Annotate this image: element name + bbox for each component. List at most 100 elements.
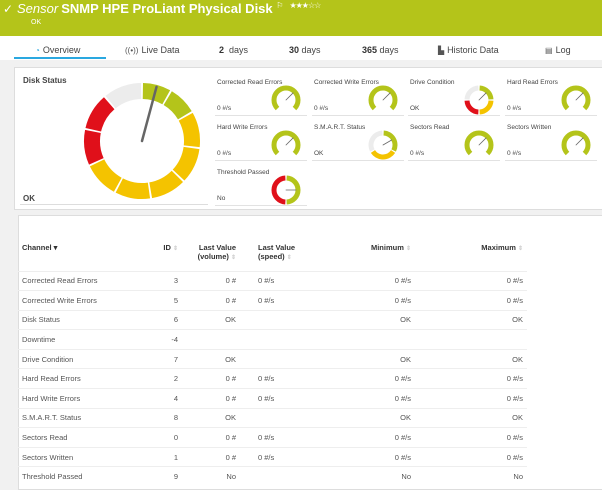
- flag-icon[interactable]: ⚐: [276, 1, 284, 10]
- cell-last-speed: 0 #/s: [240, 427, 300, 448]
- gauge-label: Corrected Write Errors: [314, 79, 379, 86]
- mini-gauge: [561, 85, 591, 111]
- cell-id: 9: [148, 466, 182, 487]
- tab-2-days[interactable]: 2 days: [219, 45, 249, 55]
- priority-stars[interactable]: ★★★☆☆: [289, 1, 321, 10]
- cell-channel: S.M.A.R.T. Status: [18, 407, 148, 428]
- tab-overview[interactable]: ◔ Overview: [35, 45, 81, 55]
- table-row[interactable]: Downtime -4: [18, 329, 527, 350]
- gauge-card[interactable]: Sectors Read 0 #/s: [408, 116, 500, 161]
- gauge-segment-yellow: [172, 146, 200, 181]
- gauge-needle: [285, 92, 294, 101]
- gauge-segment-green: [286, 175, 301, 205]
- col-maximum[interactable]: Maximum ⇕: [481, 243, 523, 252]
- cell-minimum: OK: [300, 348, 415, 369]
- table-row[interactable]: Drive Condition 7 OK OK OK: [18, 348, 527, 369]
- log-icon: ▤: [545, 46, 553, 55]
- cell-channel: Corrected Write Errors: [18, 290, 148, 311]
- col-minimum[interactable]: Minimum ⇕: [370, 243, 411, 252]
- cell-maximum: [415, 329, 527, 350]
- tab-historic-data[interactable]: ▙ Historic Data: [438, 45, 499, 55]
- gauge-card[interactable]: Corrected Write Errors 0 #/s: [312, 71, 404, 116]
- gauge-card[interactable]: Hard Write Errors 0 #/s: [215, 116, 307, 161]
- gauge-segment-yellow: [479, 100, 494, 115]
- cell-channel: Threshold Passed: [18, 466, 148, 487]
- tab-30-days[interactable]: 30 days: [289, 45, 321, 55]
- gauge-card[interactable]: Corrected Read Errors 0 #/s: [215, 71, 307, 116]
- cell-maximum: 0 #/s: [415, 446, 527, 467]
- col-id[interactable]: ID ⇕: [163, 243, 178, 252]
- tab-live-data[interactable]: ((•)) Live Data: [125, 45, 180, 55]
- gauge-segment-green: [271, 130, 301, 156]
- table-row[interactable]: Hard Read Errors 2 0 #0 #/s 0 #/s 0 #/s: [18, 368, 527, 389]
- gauge-card[interactable]: S.M.A.R.T. Status OK: [312, 116, 404, 161]
- gauge-value: 0 #/s: [410, 150, 425, 157]
- tab-log[interactable]: ▤ Log: [545, 45, 571, 55]
- table-header-row: Channel ▾ ID ⇕ Last Value (volume) ⇕ Las…: [18, 243, 527, 271]
- cell-maximum: 0 #/s: [415, 388, 527, 409]
- gauge-card[interactable]: Threshold Passed No: [215, 161, 307, 206]
- table-row[interactable]: Corrected Read Errors 3 0 #0 #/s 0 #/s 0 #/s: [18, 270, 527, 291]
- tab-365-days[interactable]: 365 days: [362, 45, 399, 55]
- cell-id: -4: [148, 329, 182, 350]
- cell-last-volume: 0 #: [182, 270, 240, 291]
- active-tab-indicator: [14, 57, 106, 59]
- cell-channel: Hard Write Errors: [18, 388, 148, 409]
- table-row[interactable]: S.M.A.R.T. Status 8 OK OK OK: [18, 407, 527, 428]
- cell-id: 2: [148, 368, 182, 389]
- cell-maximum: OK: [415, 407, 527, 428]
- gauge-segment-yellow: [89, 159, 122, 192]
- gauge-card[interactable]: Drive Condition OK: [408, 71, 500, 116]
- cell-last-speed: [240, 348, 300, 369]
- table-row[interactable]: Disk Status 6 OK OK OK: [18, 309, 527, 330]
- disk-status-gauge[interactable]: [82, 81, 202, 201]
- col-last-volume[interactable]: Last Value (volume) ⇕: [197, 243, 236, 261]
- gauges-panel: Disk Status OK Corrected Read Errors 0 #/…: [14, 67, 602, 210]
- cell-last-speed: [240, 329, 300, 350]
- table-row[interactable]: Threshold Passed 9 No No No: [18, 466, 527, 487]
- cell-last-speed: 0 #/s: [240, 388, 300, 409]
- gauge-needle: [140, 85, 158, 143]
- cell-last-volume: [182, 329, 240, 350]
- mini-gauge: [271, 85, 301, 111]
- gauge-segment-gray: [105, 83, 142, 109]
- channels-table: Channel ▾ ID ⇕ Last Value (volume) ⇕ Las…: [18, 243, 527, 487]
- table-row[interactable]: Sectors Read 0 0 #0 #/s 0 #/s 0 #/s: [18, 427, 527, 448]
- col-last-speed[interactable]: Last Value (speed) ⇕: [258, 243, 296, 261]
- sort-icon: ⇕: [517, 246, 523, 252]
- gauge-card[interactable]: Sectors Written 0 #/s: [505, 116, 597, 161]
- gauge-segment-green: [368, 85, 398, 111]
- gauge-label: Hard Write Errors: [217, 124, 268, 131]
- gauge-segment-green: [561, 85, 591, 111]
- gauge-card[interactable]: Hard Read Errors 0 #/s: [505, 71, 597, 116]
- gauge-needle: [382, 92, 391, 101]
- cell-minimum: 0 #/s: [300, 388, 415, 409]
- gauge-segment-green: [464, 130, 494, 156]
- cell-last-volume: 0 #: [182, 368, 240, 389]
- col-channel[interactable]: Channel ▾: [22, 243, 58, 252]
- sensor-header: ✓ Sensor SNMP HPE ProLiant Physical Disk …: [0, 0, 602, 36]
- cell-id: 7: [148, 348, 182, 369]
- table-row[interactable]: Hard Write Errors 4 0 #0 #/s 0 #/s 0 #/s: [18, 388, 527, 409]
- gauge-label: S.M.A.R.T. Status: [314, 124, 366, 131]
- gauge-value: 0 #/s: [507, 150, 522, 157]
- gauge-segment-green: [479, 85, 494, 100]
- sort-icon: ⇕: [405, 246, 411, 252]
- mini-gauge: [464, 85, 494, 115]
- tab-bar: ◔ Overview ((•)) Live Data 2 days 30 days …: [0, 36, 602, 60]
- gauge-label: Hard Read Errors: [507, 79, 558, 86]
- gauge-segment-red: [85, 97, 115, 132]
- cell-channel: Corrected Read Errors: [18, 270, 148, 291]
- cell-channel: Sectors Written: [18, 446, 148, 467]
- table-row[interactable]: Corrected Write Errors 5 0 #0 #/s 0 #/s 0 #/…: [18, 290, 527, 311]
- gauge-needle: [382, 139, 393, 146]
- table-row[interactable]: Sectors Written 1 0 #0 #/s 0 #/s 0 #/s: [18, 446, 527, 467]
- cell-maximum: 0 #/s: [415, 270, 527, 291]
- cell-last-speed: [240, 466, 300, 487]
- divider: [20, 204, 208, 205]
- sensor-title: Sensor SNMP HPE ProLiant Physical Disk ⚐ ★…: [17, 1, 321, 16]
- gauge-value: OK: [314, 150, 324, 157]
- gauge-segment-red: [84, 129, 104, 165]
- cell-channel: Disk Status: [18, 309, 148, 330]
- cell-id: 0: [148, 427, 182, 448]
